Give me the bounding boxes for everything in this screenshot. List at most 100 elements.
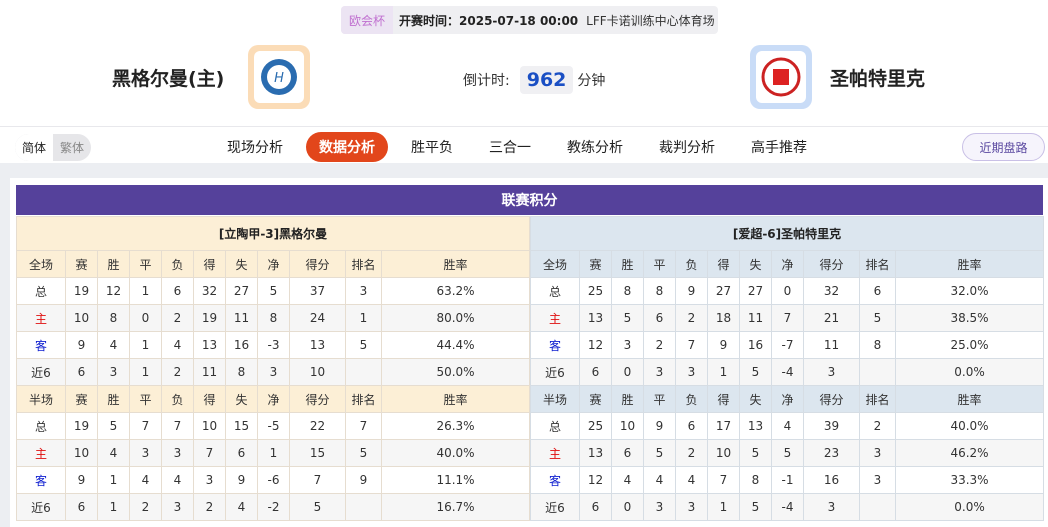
cell: 40.0% xyxy=(381,439,530,467)
table-row: 客 9 1 4 4 3 9 -6 7 9 11.1% xyxy=(16,466,530,494)
section-label: 半场 xyxy=(530,385,580,413)
column-header: 得 xyxy=(193,250,226,278)
cell: 8 xyxy=(859,331,896,359)
simplified-button[interactable]: 简体 xyxy=(15,134,54,161)
cell: 32 xyxy=(193,277,226,305)
cell: 17 xyxy=(707,412,740,440)
cell: 0 xyxy=(771,277,804,305)
column-header: 胜 xyxy=(97,385,130,413)
cell: 15 xyxy=(225,412,258,440)
cell: 27 xyxy=(707,277,740,305)
cell: 16 xyxy=(739,331,772,359)
column-header: 负 xyxy=(161,250,194,278)
row-label: 主 xyxy=(16,439,66,467)
column-header: 得分 xyxy=(289,385,346,413)
cell: 10 xyxy=(611,412,644,440)
column-header: 平 xyxy=(129,385,162,413)
tab-0[interactable]: 现场分析 xyxy=(227,140,283,156)
column-header: 排名 xyxy=(859,385,896,413)
cell: 50.0% xyxy=(381,358,530,386)
competition-badge[interactable]: 欧会杯 xyxy=(341,6,394,34)
column-header: 得分 xyxy=(803,250,860,278)
svg-text:H: H xyxy=(274,71,284,86)
cell: 11 xyxy=(225,304,258,332)
column-header: 失 xyxy=(739,385,772,413)
tab-4[interactable]: 教练分析 xyxy=(567,140,623,156)
away-crest-icon xyxy=(761,57,801,97)
tab-2[interactable]: 胜平负 xyxy=(411,140,453,156)
cell: 5 xyxy=(739,439,772,467)
cell: 8 xyxy=(739,466,772,494)
full-header-row: 全场赛胜平负得失净得分 排名 胜率 xyxy=(530,250,1044,278)
row-label: 近6 xyxy=(16,358,66,386)
column-header: 赛 xyxy=(65,250,98,278)
tab-1[interactable]: 数据分析 xyxy=(306,132,388,162)
table-row: 近6 6 0 3 3 1 5 -4 3 0.0% xyxy=(530,358,1044,386)
cell: 11 xyxy=(739,304,772,332)
cell: 3 xyxy=(129,439,162,467)
cell: 39 xyxy=(803,412,860,440)
row-label: 近6 xyxy=(16,493,66,521)
column-header: 负 xyxy=(161,385,194,413)
cell: 9 xyxy=(675,277,708,305)
cell: 27 xyxy=(739,277,772,305)
language-toggle: 简体 繁体 xyxy=(15,134,92,161)
full-header-row: 全场赛胜平负得失净得分 排名 胜率 xyxy=(16,250,530,278)
recent-handicap-button[interactable]: 近期盘路 xyxy=(962,133,1045,161)
cell: 3 xyxy=(859,466,896,494)
cell: 25.0% xyxy=(895,331,1044,359)
cell: 1 xyxy=(129,277,162,305)
cell: 6 xyxy=(579,493,612,521)
cell: 7 xyxy=(675,331,708,359)
cell: 13 xyxy=(579,304,612,332)
column-header: 赛 xyxy=(65,385,98,413)
away-team-logo[interactable] xyxy=(750,45,812,109)
cell: 4 xyxy=(97,439,130,467)
cell: 2 xyxy=(675,439,708,467)
cell: 8 xyxy=(97,304,130,332)
cell: 2 xyxy=(675,304,708,332)
half-header-row: 半场赛胜平负得失净得分 排名 胜率 xyxy=(530,385,1044,413)
cell: 3 xyxy=(675,358,708,386)
row-label: 总 xyxy=(16,412,66,440)
away-team-name[interactable]: 圣帕特里克 xyxy=(830,68,926,90)
half-header-row: 半场赛胜平负得失净得分 排名 胜率 xyxy=(16,385,530,413)
cell: 5 xyxy=(739,493,772,521)
cell: 9 xyxy=(643,412,676,440)
cell: 0.0% xyxy=(895,358,1044,386)
table-row: 总 25 10 9 6 17 13 4 39 2 40.0% xyxy=(530,412,1044,440)
cell: 4 xyxy=(97,331,130,359)
countdown-value: 962 xyxy=(519,66,574,94)
home-crest-icon: H xyxy=(261,59,297,95)
table-row: 近6 6 0 3 3 1 5 -4 3 0.0% xyxy=(530,493,1044,521)
tab-6[interactable]: 高手推荐 xyxy=(751,140,807,156)
home-team-logo[interactable]: H xyxy=(248,45,310,109)
row-label: 客 xyxy=(16,466,66,494)
section-label: 全场 xyxy=(530,250,580,278)
cell: -1 xyxy=(771,466,804,494)
column-header: 净 xyxy=(257,385,290,413)
column-header: 赛 xyxy=(579,250,612,278)
tab-5[interactable]: 裁判分析 xyxy=(659,140,715,156)
cell: 7 xyxy=(129,412,162,440)
countdown: 倒计时: 962 分钟 xyxy=(463,66,605,94)
column-header: 胜 xyxy=(611,250,644,278)
column-header: 失 xyxy=(225,250,258,278)
column-header: 排名 xyxy=(345,250,382,278)
traditional-button[interactable]: 繁体 xyxy=(60,141,85,155)
cell: 27 xyxy=(225,277,258,305)
cell: 13 xyxy=(289,331,346,359)
cell: 8 xyxy=(611,277,644,305)
tab-3[interactable]: 三合一 xyxy=(489,140,531,156)
cell: 6 xyxy=(225,439,258,467)
cell: 1 xyxy=(345,304,382,332)
table-row: 主 10 8 0 2 19 11 8 24 1 80.0% xyxy=(16,304,530,332)
cell: 4 xyxy=(643,466,676,494)
cell: 11 xyxy=(193,358,226,386)
cell xyxy=(859,358,896,386)
section-label: 半场 xyxy=(16,385,66,413)
home-standings-table: [立陶甲-3]黑格尔曼 全场赛胜平负得失净得分 排名 胜率总 19 12 1 6 32 27 5 37… xyxy=(16,216,530,521)
cell: 32 xyxy=(803,277,860,305)
cell: 7 xyxy=(771,304,804,332)
home-team-name[interactable]: 黑格尔曼(主) xyxy=(112,68,225,90)
